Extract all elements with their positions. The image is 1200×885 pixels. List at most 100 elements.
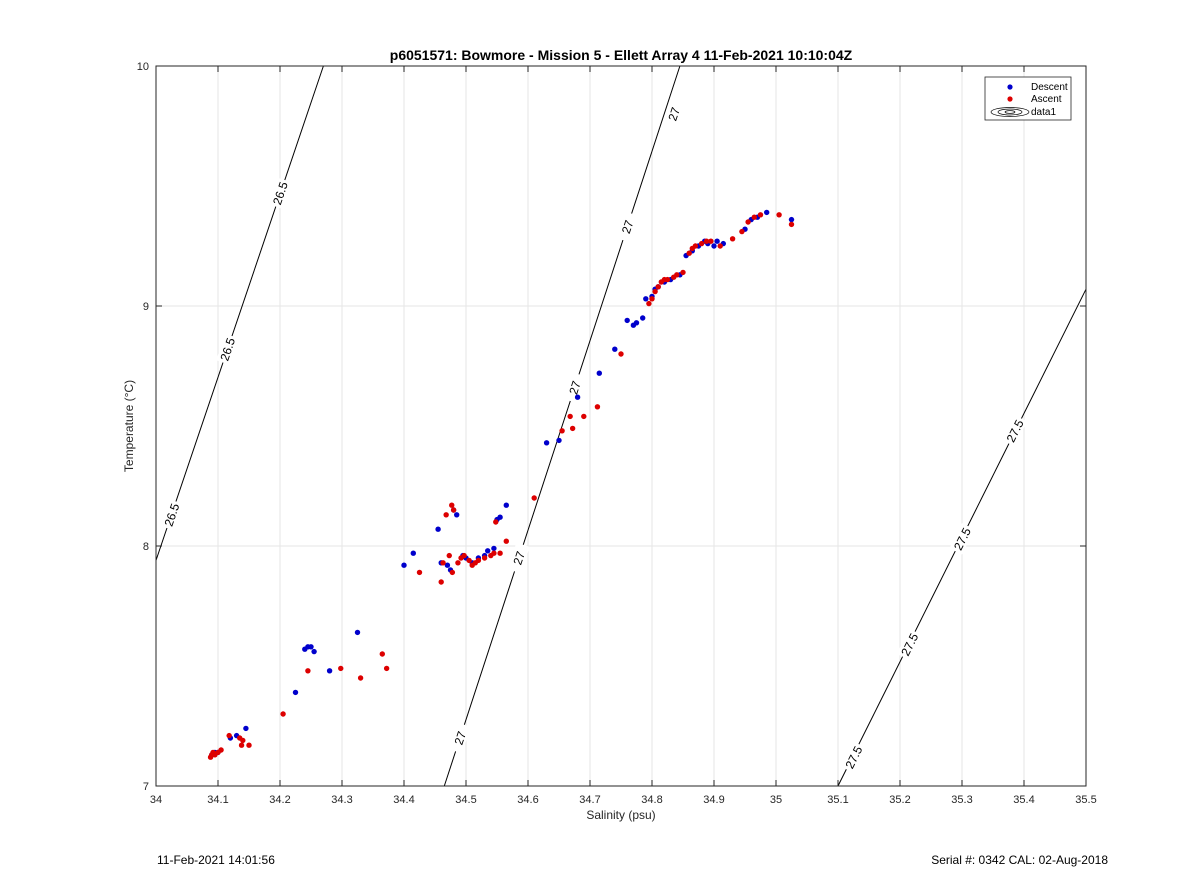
data-point-ascent — [745, 219, 751, 225]
legend-label-descent: Descent — [1031, 82, 1068, 93]
legend: Descent Ascent data1 — [984, 76, 1072, 121]
data-point-ascent — [569, 425, 576, 432]
data-point-ascent — [674, 272, 680, 278]
x-tick-label: 35.3 — [951, 794, 972, 806]
isopycnal-label-bg — [507, 542, 530, 574]
axis-ticks: 34 34.1 34.2 34.3 34.4 34.5 34.6 34.7 34.8 34.9 35… — [137, 61, 1097, 806]
data-point-descent — [444, 562, 451, 568]
data-point-ascent — [383, 665, 390, 672]
x-tick-label: 35.5 — [1075, 794, 1096, 806]
isopycnal-label-text: 27 — [510, 549, 528, 566]
print-timestamp: 11-Feb-2021 14:01:56 — [157, 853, 275, 867]
x-tick-label: 34.1 — [207, 794, 228, 806]
data-point-ascent — [649, 296, 655, 302]
y-tick-label: 7 — [143, 781, 149, 793]
y-tick-label: 9 — [143, 301, 149, 313]
data-point-ascent — [305, 668, 311, 674]
data-point-ascent — [531, 495, 537, 501]
isopycnal-label-bg — [1002, 415, 1028, 447]
data-point-descent — [308, 644, 314, 650]
isopycnal-label-bg — [563, 372, 586, 404]
data-point-ascent — [446, 552, 452, 559]
data-point-descent — [556, 437, 562, 444]
data-point-descent — [574, 394, 581, 400]
isopycnal-label: 27 — [563, 372, 586, 404]
isopycnal-label-text: 27 — [665, 105, 683, 122]
data-point-descent — [788, 216, 795, 223]
isopycnal-label-bg — [448, 722, 471, 754]
data-point-ascent — [455, 560, 461, 566]
isopycnal-line — [443, 65, 681, 787]
data-points — [207, 209, 795, 760]
data-point-ascent — [664, 276, 671, 283]
x-tick-label: 34 — [150, 794, 162, 806]
x-tick-label: 35 — [770, 794, 782, 806]
data-point-ascent — [449, 569, 456, 576]
data-point-ascent — [757, 212, 764, 218]
x-tick-label: 34.8 — [641, 794, 662, 806]
x-tick-label: 35.1 — [827, 794, 848, 806]
data-point-ascent — [338, 665, 344, 672]
data-point-ascent — [618, 351, 624, 357]
data-point-descent — [643, 296, 649, 302]
data-point-descent — [311, 648, 317, 655]
data-point-descent — [243, 725, 249, 732]
legend-box — [984, 76, 1072, 121]
isopycnal-label-bg — [949, 523, 975, 555]
data-point-ascent — [567, 413, 573, 420]
data-point-ascent — [357, 675, 364, 681]
data-point-descent — [764, 209, 770, 216]
data-point-descent — [714, 238, 720, 244]
legend-label-data1: data1 — [1031, 107, 1056, 118]
data-point-ascent — [443, 512, 449, 518]
data-point-ascent — [481, 555, 488, 561]
x-tick-label: 35.4 — [1013, 794, 1034, 806]
data-point-ascent — [581, 413, 587, 420]
isopycnal-line — [155, 65, 324, 561]
x-axis-label: Salinity (psu) — [586, 808, 655, 822]
data-point-ascent — [461, 552, 467, 559]
isopycnal-label-bg — [662, 98, 685, 130]
data-point-descent — [354, 629, 361, 636]
isopycnal-label: 27 — [448, 722, 471, 754]
legend-marker-ascent — [1007, 96, 1013, 102]
isopycnal-label: 27 — [616, 211, 639, 243]
data-point-ascent — [379, 651, 385, 657]
data-point-descent — [596, 370, 602, 376]
data-point-ascent — [416, 569, 423, 576]
data-point-ascent — [594, 404, 601, 410]
x-tick-label: 34.9 — [703, 794, 724, 806]
data-point-ascent — [708, 238, 714, 244]
data-point-descent — [292, 689, 299, 696]
x-tick-label: 34.2 — [269, 794, 290, 806]
data-point-descent — [711, 243, 717, 249]
data-point-ascent — [240, 737, 246, 744]
plot-background — [156, 66, 1086, 786]
data-point-ascent — [440, 560, 446, 566]
data-point-ascent — [739, 228, 745, 235]
data-point-ascent — [729, 236, 736, 242]
y-axis-label: Temperature (°C) — [122, 380, 136, 472]
data-point-ascent — [559, 428, 565, 434]
data-point-ascent — [449, 502, 455, 508]
data-point-ascent — [646, 300, 652, 307]
isopycnal-label: 27 — [662, 98, 685, 130]
chart-title: p6051571: Bowmore - Mission 5 - Ellett A… — [390, 47, 853, 63]
data-point-ascent — [246, 742, 252, 748]
x-tick-label: 34.6 — [517, 794, 538, 806]
data-point-ascent — [491, 550, 497, 556]
isopycnal-label: 27 — [507, 542, 530, 574]
y-tick-label: 8 — [143, 541, 149, 553]
x-tick-label: 34.3 — [331, 794, 352, 806]
isopycnal-label-bg — [616, 211, 639, 243]
data-point-ascent — [703, 238, 710, 244]
legend-contour-icon — [990, 107, 1030, 117]
data-point-descent — [491, 545, 497, 552]
data-point-ascent — [776, 212, 782, 218]
serial-calibration: Serial #: 0342 CAL: 02-Aug-2018 — [931, 853, 1108, 867]
data-point-descent — [624, 317, 630, 324]
data-point-ascent — [698, 240, 705, 247]
data-point-ascent — [475, 557, 482, 564]
isopycnal-label-bg — [216, 333, 239, 365]
